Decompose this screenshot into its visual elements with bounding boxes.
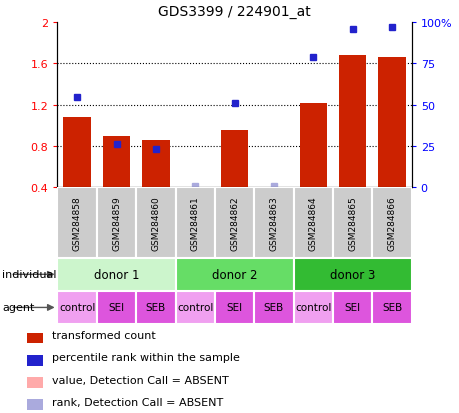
Text: GSM284861: GSM284861 [190,196,199,250]
Bar [63,118,91,188]
Text: agent: agent [2,303,34,313]
Bar [214,188,254,258]
Bar [102,136,130,188]
Bar [27,355,43,366]
Bar [332,291,371,324]
Text: SEI: SEI [344,303,360,313]
Bar [371,291,411,324]
Bar [377,58,405,188]
Bar [97,291,136,324]
Text: GSM284866: GSM284866 [386,196,396,250]
Bar [293,258,411,291]
Text: value, Detection Call = ABSENT: value, Detection Call = ABSENT [51,375,228,385]
Bar [214,291,254,324]
Text: GSM284860: GSM284860 [151,196,160,250]
Bar [136,188,175,258]
Text: GSM284858: GSM284858 [73,196,82,250]
Text: GSM284859: GSM284859 [112,196,121,250]
Text: rank, Detection Call = ABSENT: rank, Detection Call = ABSENT [51,397,222,407]
Bar [57,291,97,324]
Text: GSM284863: GSM284863 [269,196,278,250]
Bar [254,291,293,324]
Bar [293,291,332,324]
Bar [220,131,248,188]
Text: SEB: SEB [263,303,284,313]
Text: donor 2: donor 2 [212,268,257,281]
Text: GSM284865: GSM284865 [347,196,356,250]
Bar [299,103,326,188]
Bar [175,291,214,324]
Bar [254,188,293,258]
Text: SEB: SEB [381,303,401,313]
Bar [57,258,175,291]
Bar [293,188,332,258]
Text: GSM284862: GSM284862 [230,196,239,250]
Text: control: control [177,303,213,313]
Text: SEI: SEI [108,303,124,313]
Text: donor 3: donor 3 [329,268,375,281]
Bar [175,188,214,258]
Text: SEI: SEI [226,303,242,313]
Bar [338,56,366,188]
Text: percentile rank within the sample: percentile rank within the sample [51,353,239,363]
Text: control: control [295,303,331,313]
Text: GSM284864: GSM284864 [308,196,317,250]
Text: SEB: SEB [146,303,166,313]
Text: control: control [59,303,95,313]
Text: donor 1: donor 1 [94,268,139,281]
Bar [136,291,175,324]
Text: transformed count: transformed count [51,330,155,340]
Bar [332,188,371,258]
Bar [142,140,169,188]
Bar [371,188,411,258]
Bar [57,188,97,258]
Text: individual: individual [2,270,56,280]
Title: GDS3399 / 224901_at: GDS3399 / 224901_at [158,5,310,19]
Bar [27,377,43,388]
Bar [27,399,43,410]
Bar [175,258,293,291]
Bar [27,333,43,344]
Bar [97,188,136,258]
